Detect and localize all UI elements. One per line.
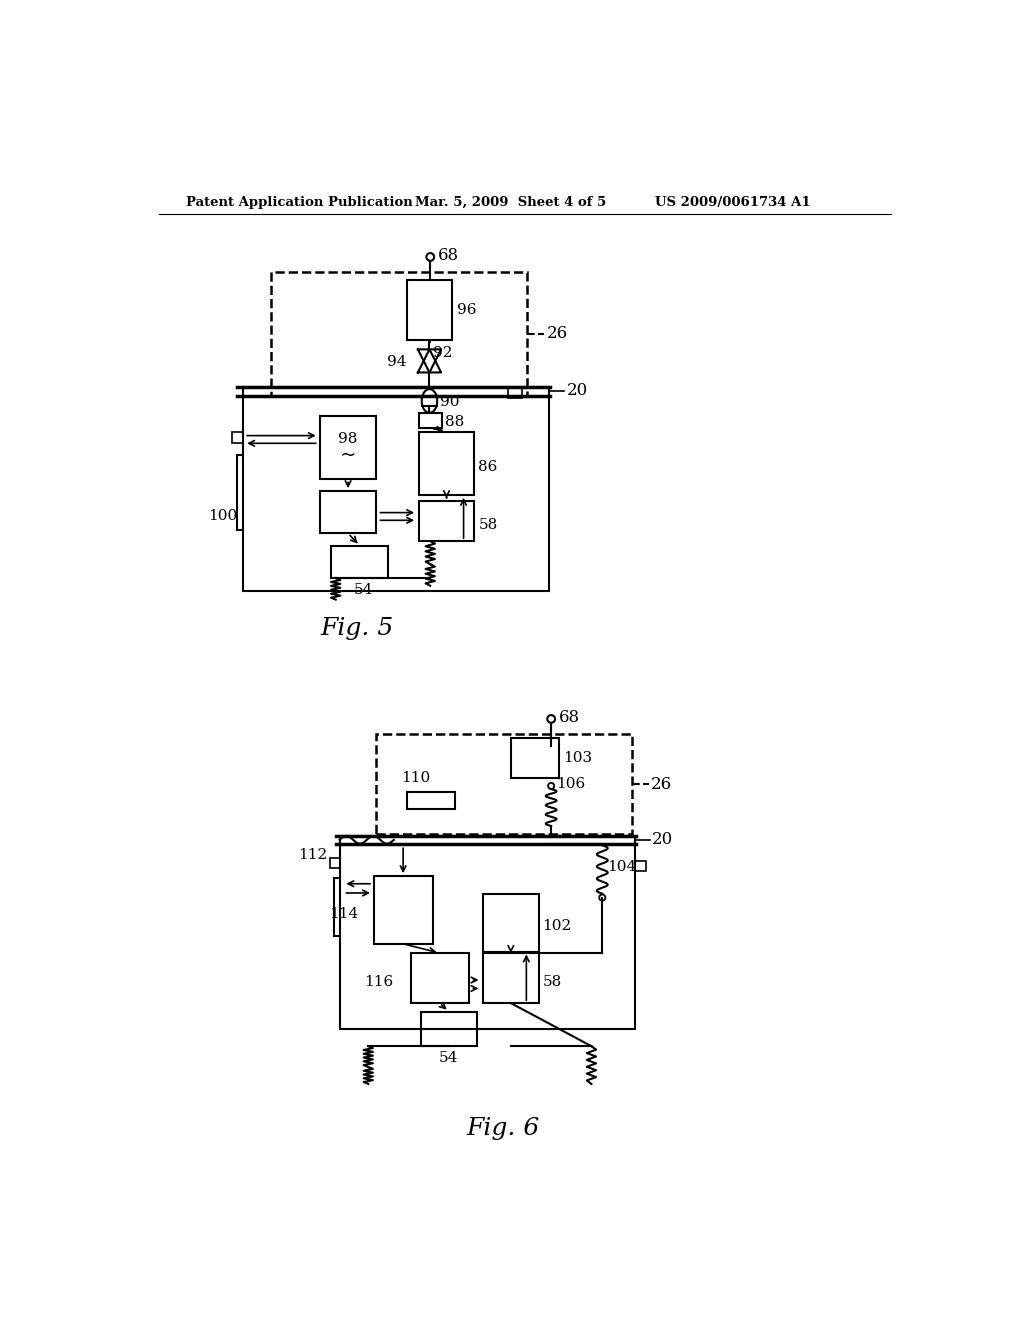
Bar [635, 861, 646, 871]
Bar [419, 502, 474, 541]
Text: 94: 94 [387, 355, 407, 370]
Text: 20: 20 [652, 832, 673, 849]
Text: 103: 103 [563, 751, 592, 766]
Text: 68: 68 [438, 247, 459, 264]
Text: 106: 106 [556, 777, 585, 792]
Bar [419, 413, 442, 428]
Bar [340, 836, 635, 1028]
Text: 96: 96 [457, 304, 476, 317]
Bar [331, 545, 388, 578]
Bar [411, 953, 469, 1003]
Bar [483, 953, 539, 1003]
Text: 92: 92 [432, 346, 452, 360]
Text: 100: 100 [208, 508, 238, 523]
Text: 58: 58 [543, 974, 562, 989]
Bar [321, 416, 376, 479]
Bar [271, 272, 527, 396]
Text: 68: 68 [559, 709, 580, 726]
Text: 86: 86 [478, 461, 498, 474]
Bar [511, 738, 559, 779]
Text: 26: 26 [547, 326, 567, 342]
Bar [375, 876, 432, 944]
Text: Fig. 6: Fig. 6 [467, 1117, 540, 1140]
Text: 90: 90 [440, 396, 460, 409]
Text: 58: 58 [478, 517, 498, 532]
Text: 104: 104 [607, 859, 636, 874]
Bar [419, 432, 474, 495]
Bar [508, 388, 521, 397]
Text: Mar. 5, 2009  Sheet 4 of 5: Mar. 5, 2009 Sheet 4 of 5 [415, 195, 606, 209]
Bar [407, 792, 455, 809]
Bar [243, 387, 549, 591]
Text: 110: 110 [400, 771, 430, 785]
Text: US 2009/0061734 A1: US 2009/0061734 A1 [655, 195, 811, 209]
Bar [421, 1011, 477, 1047]
Bar [231, 432, 243, 444]
Bar [376, 734, 632, 834]
Text: 26: 26 [651, 776, 672, 793]
Text: 88: 88 [445, 414, 464, 429]
Text: Patent Application Publication: Patent Application Publication [186, 195, 413, 209]
Text: 20: 20 [566, 383, 588, 400]
Text: 54: 54 [439, 1051, 459, 1065]
Text: 54: 54 [354, 582, 374, 597]
Bar [483, 894, 539, 952]
Bar [407, 280, 452, 341]
Text: Fig. 5: Fig. 5 [321, 616, 393, 640]
Text: 116: 116 [365, 974, 393, 989]
Bar [321, 491, 376, 533]
Text: ~: ~ [340, 445, 356, 465]
Text: 102: 102 [543, 919, 571, 933]
Text: 98: 98 [338, 433, 357, 446]
Text: 114: 114 [330, 907, 358, 921]
Bar [330, 858, 340, 869]
Text: 112: 112 [299, 849, 328, 862]
